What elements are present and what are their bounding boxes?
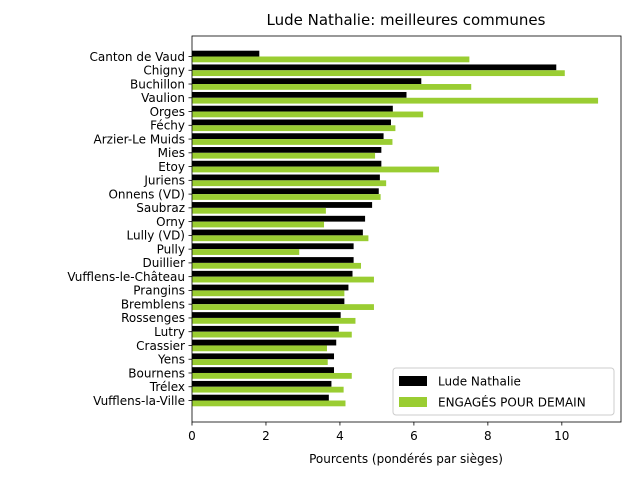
bar — [192, 298, 345, 305]
chart-title: Lude Nathalie: meilleures communes — [267, 11, 546, 29]
bar — [192, 339, 337, 346]
bar — [192, 91, 407, 98]
bar — [192, 147, 382, 153]
bar — [192, 84, 472, 90]
bar — [192, 312, 341, 318]
y-tick-label: Orny — [156, 215, 185, 229]
bar — [192, 139, 393, 145]
legend-box — [392, 367, 615, 416]
bar — [192, 345, 327, 352]
bar — [192, 394, 329, 401]
y-tick-label: Juriens — [143, 174, 185, 188]
y-tick-label: Lully (VD) — [127, 229, 185, 243]
bar — [192, 353, 335, 360]
bar — [192, 400, 346, 407]
y-tick-label: Orges — [150, 105, 185, 119]
x-tick-label: 10 — [554, 429, 569, 443]
bar — [192, 380, 332, 387]
y-tick-label: Prangins — [133, 284, 185, 298]
x-tick-label: 4 — [336, 429, 344, 443]
bar — [192, 229, 363, 236]
bar — [192, 359, 328, 366]
bar — [192, 386, 344, 393]
y-tick-label: Buchillon — [130, 77, 185, 91]
bar — [192, 180, 387, 187]
bar — [192, 111, 424, 118]
bar — [192, 249, 300, 255]
bar — [192, 325, 339, 332]
bar — [192, 215, 366, 222]
legend-label: Lude Nathalie — [438, 375, 521, 389]
plot-frame — [191, 35, 622, 423]
y-tick-label: Pully — [157, 242, 185, 256]
y-tick-label: Rossenges — [121, 311, 185, 325]
y-tick-label: Mies — [158, 146, 185, 160]
x-tick-label: 8 — [484, 429, 492, 443]
bar — [192, 125, 396, 132]
legend-label: ENGAGÉS POUR DEMAIN — [438, 395, 586, 410]
bar — [192, 160, 382, 167]
bar — [192, 56, 470, 63]
bar — [192, 174, 380, 181]
bar — [192, 235, 369, 242]
y-ticks-group: Canton de VaudChignyBuchillonVaulionOrge… — [67, 50, 192, 408]
x-axis-label: Pourcents (pondérés par sièges) — [309, 452, 503, 466]
bar — [192, 119, 391, 126]
bar — [192, 284, 349, 291]
y-tick-label: Onnens (VD) — [108, 187, 185, 201]
bar — [192, 304, 374, 310]
bar — [192, 133, 384, 140]
y-tick-label: Bremblens — [121, 297, 185, 311]
bar — [192, 207, 326, 214]
y-tick-label: Canton de Vaud — [90, 50, 185, 64]
bars-group — [192, 50, 599, 407]
bar — [192, 372, 352, 379]
bar — [192, 243, 354, 250]
bar — [192, 152, 376, 159]
bar — [192, 166, 440, 173]
bar — [192, 257, 354, 263]
bar — [192, 194, 381, 200]
x-tick-label: 0 — [188, 429, 196, 443]
bar — [192, 78, 422, 85]
bar — [192, 317, 356, 324]
y-tick-label: Etoy — [158, 160, 185, 174]
y-tick-label: Vaulion — [141, 91, 185, 105]
bar — [192, 64, 557, 71]
bar — [192, 276, 374, 283]
y-tick-label: Yens — [157, 353, 185, 367]
bar — [192, 262, 362, 269]
axes-group — [191, 35, 622, 423]
legend-swatch — [399, 397, 427, 407]
y-tick-label: Lutry — [154, 325, 185, 339]
x-tick-label: 2 — [262, 429, 270, 443]
x-ticks-group: 0 2 4 6 8 10 — [188, 422, 569, 443]
bar — [192, 221, 325, 228]
y-tick-label: Féchy — [150, 119, 185, 133]
bar — [192, 270, 353, 277]
bar — [192, 188, 379, 195]
bar — [192, 50, 260, 57]
x-tick-label: 6 — [410, 429, 418, 443]
y-tick-label: Chigny — [143, 64, 185, 78]
y-tick-label: Saubraz — [136, 201, 185, 215]
bar — [192, 70, 565, 77]
y-tick-label: Trélex — [149, 380, 185, 394]
bar — [192, 367, 335, 373]
bar — [192, 331, 352, 338]
bar — [192, 202, 373, 208]
legend-swatch — [399, 376, 427, 386]
bar — [192, 290, 345, 297]
y-tick-label: Duillier — [143, 256, 186, 270]
bar — [192, 105, 393, 112]
y-tick-label: Vufflens-la-Ville — [93, 394, 185, 408]
y-tick-label: Vufflens-le-Château — [67, 270, 185, 284]
y-tick-label: Bournens — [128, 366, 185, 380]
legend: Lude Nathalie ENGAGÉS POUR DEMAIN — [392, 367, 615, 416]
bar — [192, 97, 599, 104]
y-tick-label: Crassier — [136, 339, 185, 353]
y-tick-label: Arzier-Le Muids — [94, 132, 186, 146]
